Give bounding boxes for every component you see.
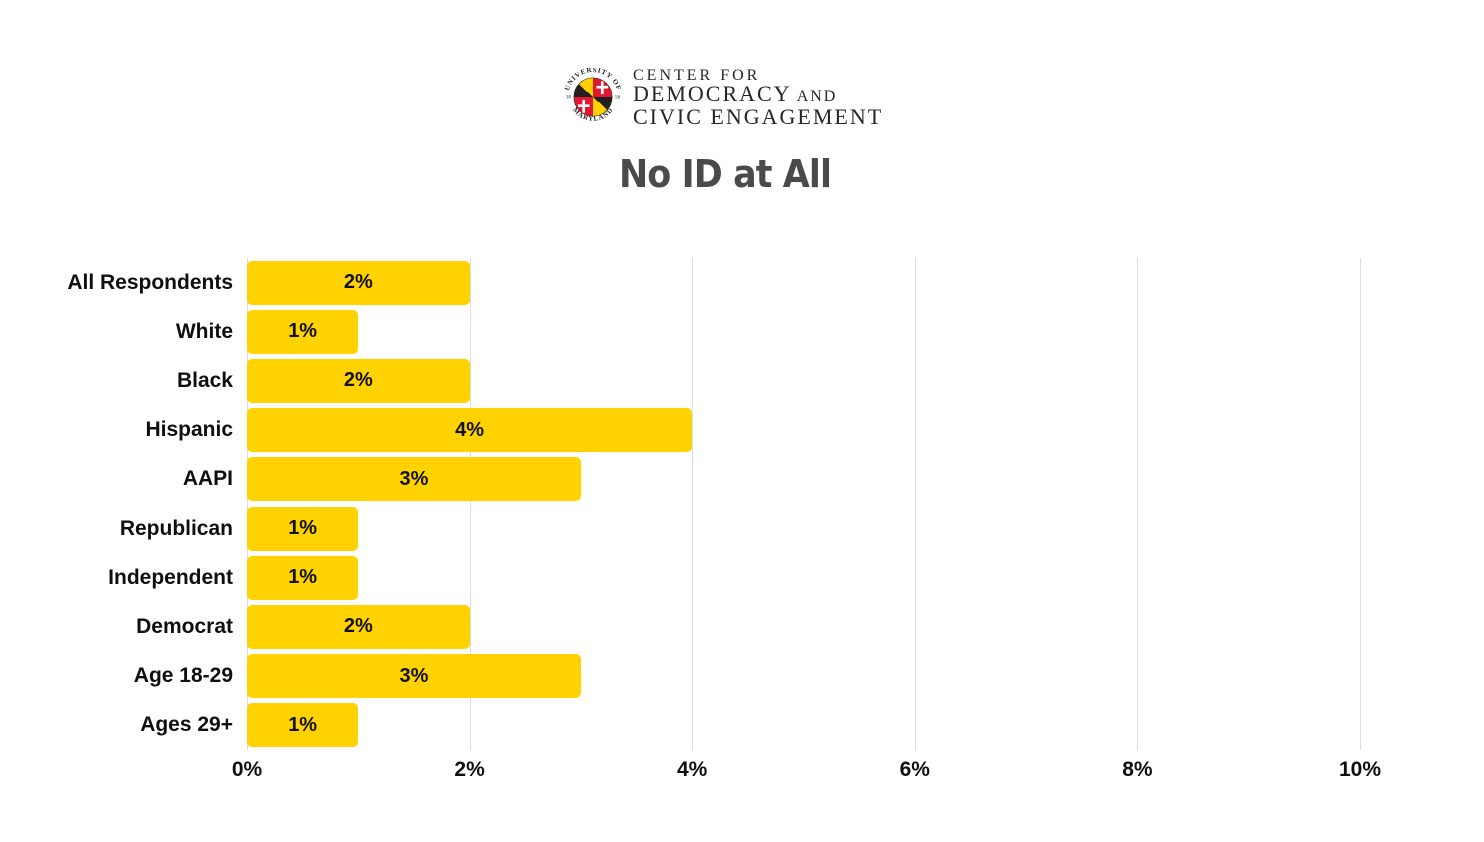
bar-value-label: 2% xyxy=(343,369,373,392)
category-label: Hispanic xyxy=(145,418,233,442)
category-label: Black xyxy=(176,368,233,392)
gridline xyxy=(914,258,916,750)
bar-row: White 1% xyxy=(0,307,1360,356)
bar: 1% xyxy=(247,506,359,551)
bar-track: 1% xyxy=(247,555,1360,600)
bar-value-label: 1% xyxy=(288,320,318,343)
category-label: Democrat xyxy=(136,614,233,638)
bar-row: Democrat 2% xyxy=(0,602,1360,651)
bar-row: Age 18-29 3% xyxy=(0,652,1360,701)
bar-track: 2% xyxy=(247,260,1360,305)
wordmark-line-2: DEMOCRACY AND xyxy=(633,81,883,107)
gridline xyxy=(469,258,471,750)
bar-row: Hispanic 4% xyxy=(0,406,1360,455)
wordmark-line-2-main: DEMOCRACY xyxy=(633,81,792,106)
category-label: Ages 29+ xyxy=(140,713,233,737)
wordmark-line-3: CIVIC ENGAGEMENT xyxy=(633,104,884,129)
category-label: Republican xyxy=(119,516,233,540)
bar: 4% xyxy=(247,408,693,453)
category-label: White xyxy=(175,319,233,343)
x-tick-label: 10% xyxy=(1338,758,1382,781)
wordmark-line-1: CENTER FOR xyxy=(633,67,761,84)
bar-value-label: 1% xyxy=(288,517,318,540)
seal-year-left: 18 xyxy=(566,95,572,101)
bar-value-label: 4% xyxy=(455,418,485,441)
bar-track: 4% xyxy=(247,408,1360,453)
bar-value-label: 2% xyxy=(343,615,373,638)
gridline xyxy=(1360,258,1361,750)
bar-track: 3% xyxy=(247,654,1360,699)
bar-value-label: 3% xyxy=(399,467,429,490)
bar-row: Black 2% xyxy=(0,356,1360,405)
bar: 2% xyxy=(247,260,470,305)
gridline xyxy=(692,258,694,750)
category-label: All Respondents xyxy=(67,270,233,294)
bar-value-label: 1% xyxy=(288,713,318,736)
bar: 3% xyxy=(247,457,581,502)
seal-year-right: 56 xyxy=(615,95,621,101)
bar-track: 1% xyxy=(247,506,1360,551)
bar-value-label: 3% xyxy=(399,664,429,687)
wordmark-line-2-and: AND xyxy=(791,88,838,105)
gridlines-layer xyxy=(247,258,1361,750)
chart-title: No ID at All xyxy=(618,152,832,196)
x-tick-label: 0% xyxy=(231,758,263,781)
gridline xyxy=(1137,258,1139,750)
bar-track: 3% xyxy=(247,457,1360,502)
bar: 1% xyxy=(247,309,359,354)
x-tick-label: 6% xyxy=(899,758,930,781)
bar-row: Ages 29+ 1% xyxy=(0,701,1360,750)
x-tick-label: 4% xyxy=(677,758,708,781)
bar-chart: All Respondents 2% White 1% Black 2% Hispanic 4… xyxy=(0,258,1484,818)
category-label: Age 18-29 xyxy=(133,664,233,688)
gridline xyxy=(247,258,248,750)
bar: 1% xyxy=(247,555,359,600)
umd-cdce-logo: UNIVERSITY OF MARYLAND 18 56 xyxy=(564,67,884,129)
bar-row: Independent 1% xyxy=(0,553,1360,602)
bar-row: All Respondents 2% xyxy=(0,258,1360,307)
umd-seal-icon: UNIVERSITY OF MARYLAND 18 56 xyxy=(564,68,622,126)
category-label: AAPI xyxy=(182,467,233,491)
x-tick-label: 8% xyxy=(1122,758,1153,781)
bar: 2% xyxy=(247,358,470,403)
bar-row: Republican 1% xyxy=(0,504,1360,553)
bar-track: 1% xyxy=(247,309,1360,354)
bar-track: 2% xyxy=(247,604,1360,649)
bar-row: AAPI 3% xyxy=(0,455,1360,504)
category-label: Independent xyxy=(108,565,233,589)
x-tick-label: 2% xyxy=(454,758,485,781)
bar: 2% xyxy=(247,604,470,649)
bar: 3% xyxy=(247,654,581,699)
bar-track: 2% xyxy=(247,358,1360,403)
bar-track: 1% xyxy=(247,703,1360,748)
bar: 1% xyxy=(247,703,359,748)
bar-value-label: 2% xyxy=(343,271,373,294)
bar-rows: All Respondents 2% White 1% Black 2% Hispanic 4… xyxy=(0,258,1360,750)
x-axis: 0% 2% 4% 6% 8% 10% xyxy=(0,758,1484,790)
bar-value-label: 1% xyxy=(288,566,318,589)
logo-wordmark: CENTER FOR DEMOCRACY AND CIVIC ENGAGEMEN… xyxy=(633,67,884,129)
